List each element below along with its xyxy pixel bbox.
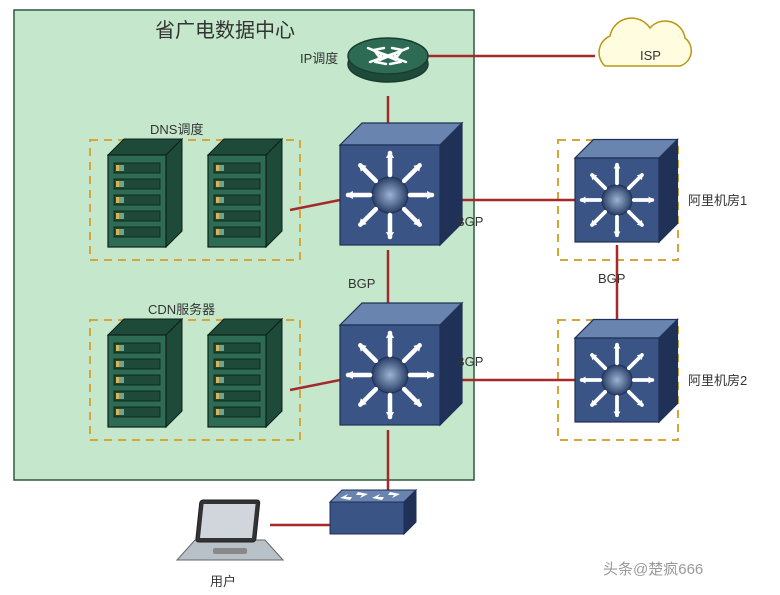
label-ali-room1: 阿里机房1 [688, 190, 747, 209]
label-dns-dispatch: DNS调度 [150, 119, 203, 138]
label-bgp-center: BGP [348, 276, 375, 291]
label-bgp-right: BGP [598, 271, 625, 286]
title: 省广电数据中心 [155, 14, 295, 43]
label-user: 用户 [210, 571, 236, 590]
label-bgp-top: BGP [456, 214, 483, 229]
network-diagram [0, 0, 780, 595]
label-cdn-servers: CDN服务器 [148, 299, 215, 318]
label-bgp-bottom: BGP [456, 354, 483, 369]
watermark: 头条@楚疯666 [603, 558, 703, 579]
label-ali-room2: 阿里机房2 [688, 370, 747, 389]
label-ip-dispatch: IP调度 [300, 48, 338, 67]
label-isp: ISP [640, 48, 661, 63]
